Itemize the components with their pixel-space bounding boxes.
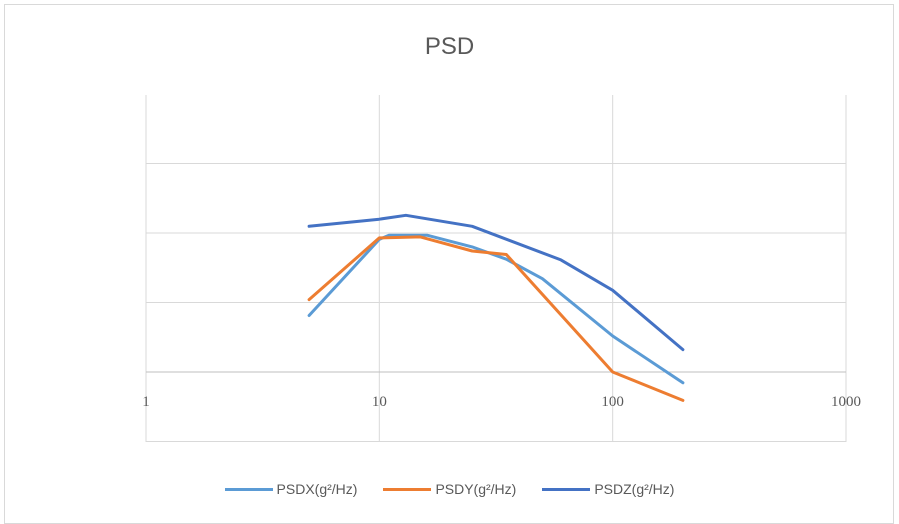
chart-title: PSD — [424, 33, 475, 60]
x-tick-label: 100 — [601, 394, 624, 410]
legend-swatch-psdx — [224, 487, 273, 491]
series-line-psdy — [307, 235, 685, 402]
legend-label-psdz: PSDZ(g²/Hz) — [594, 481, 675, 497]
x-tick-label: 1 — [142, 394, 150, 410]
legend-item-psdz: PSDZ(g²/Hz) — [542, 481, 674, 497]
legend-item-psdx: PSDX(g²/Hz) — [224, 481, 358, 497]
legend-label-psdy: PSDY(g²/Hz) — [435, 481, 517, 497]
legend-swatch-psdz — [542, 487, 591, 491]
series-line-psdz — [307, 213, 685, 352]
series-line-psdx — [307, 233, 685, 385]
x-tick-label: 10 — [372, 394, 387, 410]
x-tick-label: 1000 — [831, 394, 861, 410]
legend-item-psdy: PSDY(g²/Hz) — [383, 481, 516, 497]
legend-swatch-psdy — [383, 487, 432, 491]
chart-legend: PSDX(g²/Hz) PSDY(g²/Hz) PSDZ(g²/Hz) — [0, 481, 899, 497]
chart-frame — [4, 4, 894, 524]
legend-label-psdx: PSDX(g²/Hz) — [276, 481, 358, 497]
